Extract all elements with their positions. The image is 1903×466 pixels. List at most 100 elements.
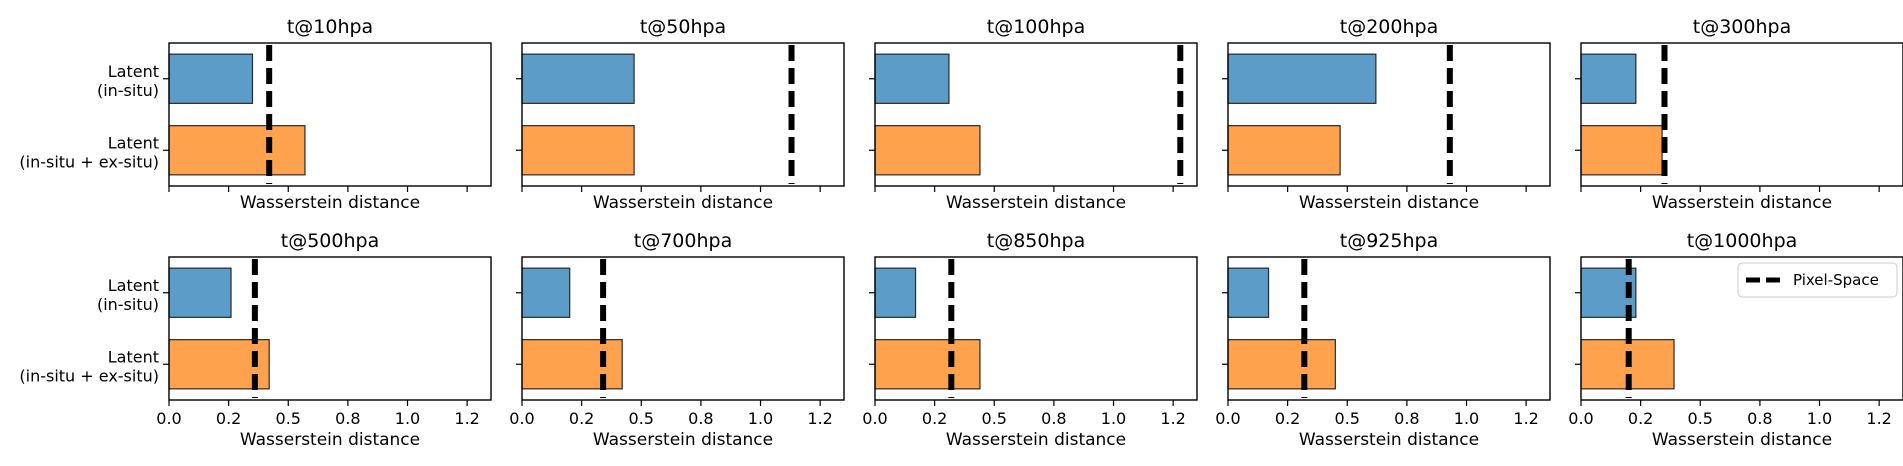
panel-title: t@500hpa — [281, 230, 379, 252]
panel-title: t@50hpa — [640, 16, 726, 38]
x-tick-label: 1.0 — [1101, 409, 1126, 428]
bar-in-situ — [521, 267, 571, 318]
axes-frame — [1580, 256, 1903, 401]
x-tick-label: 0.8 — [688, 409, 713, 428]
x-axis-label: Wasserstein distance — [946, 193, 1126, 213]
category-label-line: (in-situ) — [97, 81, 159, 100]
panel-title: t@200hpa — [1340, 16, 1438, 38]
bar-in-situ — [874, 267, 917, 318]
bar-in-situ — [1227, 53, 1377, 104]
legend-pixel-space-label: Pixel-Space — [1793, 271, 1879, 289]
panel-t-500hpa: t@500hpa 0.0 0.2 0.5 0.8 1.0 1.2 Wasserstein di… — [19, 230, 492, 450]
bar-in-situ-ex-situ — [521, 125, 635, 176]
panel-t-700hpa: t@700hpa 0.0 0.2 0.5 0.8 1.0 1.2 Wasserstein di… — [509, 230, 845, 450]
category-label: Latent (in-situ) — [97, 276, 159, 314]
axes-frame — [1227, 42, 1551, 187]
legend: Pixel-Space — [1737, 262, 1898, 298]
x-tick-label: 0.5 — [629, 409, 654, 428]
x-tick-label: 0.0 — [1568, 409, 1593, 428]
x-tick-label: 0.8 — [1041, 409, 1066, 428]
axes-frame — [168, 256, 492, 401]
x-tick-label: 0.0 — [156, 409, 181, 428]
category-label-line: (in-situ + ex-situ) — [19, 152, 159, 171]
x-tick-label: 0.8 — [1747, 409, 1772, 428]
x-tick-label: 0.0 — [1215, 409, 1240, 428]
panel-t-100hpa: t@100hpa Wasserstein distance — [869, 16, 1198, 213]
panel-t-1000hpa: t@1000hpa 0.0 0.2 0.5 0.8 1.0 1.2 Wasserstein d… — [1568, 230, 1903, 450]
x-tick-label: 0.0 — [862, 409, 887, 428]
x-tick-label: 0.2 — [922, 409, 947, 428]
x-tick-label: 1.2 — [807, 409, 832, 428]
bar-in-situ — [521, 53, 635, 104]
category-label-line: (in-situ) — [97, 295, 159, 314]
panel-title: t@10hpa — [287, 16, 373, 38]
x-tick-label: 1.2 — [1513, 409, 1538, 428]
panel-title: t@100hpa — [987, 16, 1085, 38]
x-tick-label: 0.2 — [569, 409, 594, 428]
x-tick-label: 0.0 — [509, 409, 534, 428]
panel-t-50hpa: t@50hpa Wasserstein distance — [516, 16, 845, 213]
bar-in-situ-ex-situ — [1227, 125, 1341, 176]
panel-title: t@850hpa — [987, 230, 1085, 252]
x-tick-label: 1.0 — [1807, 409, 1832, 428]
x-tick-label: 0.8 — [335, 409, 360, 428]
x-tick-label: 0.8 — [1394, 409, 1419, 428]
category-label-line: Latent — [108, 276, 159, 295]
bar-in-situ — [168, 53, 254, 104]
axes-frame — [521, 256, 845, 401]
bar-in-situ-ex-situ — [168, 125, 306, 176]
x-tick-label: 1.0 — [748, 409, 773, 428]
panel-title: t@300hpa — [1693, 16, 1791, 38]
x-axis-label: Wasserstein distance — [1652, 193, 1832, 213]
category-label: Latent (in-situ) — [97, 62, 159, 100]
panel-t-925hpa: t@925hpa 0.0 0.2 0.5 0.8 1.0 1.2 Wasserstein di… — [1215, 230, 1551, 450]
bar-in-situ-ex-situ — [1227, 339, 1336, 390]
x-tick-label: 1.2 — [1866, 409, 1891, 428]
x-tick-label: 1.0 — [1454, 409, 1479, 428]
x-axis-label: Wasserstein distance — [593, 193, 773, 213]
x-tick-label: 0.5 — [1335, 409, 1360, 428]
axes-frame — [1580, 42, 1903, 187]
x-axis-label: Wasserstein distance — [240, 430, 420, 450]
category-label: Latent (in-situ + ex-situ) — [19, 347, 159, 385]
category-label: Latent (in-situ + ex-situ) — [19, 133, 159, 171]
panel-t-300hpa: t@300hpa Wasserstein distance — [1575, 16, 1903, 213]
x-tick-label: 0.2 — [216, 409, 241, 428]
panel-t-850hpa: t@850hpa 0.0 0.2 0.5 0.8 1.0 1.2 Wasserstein di… — [862, 230, 1198, 450]
axes-frame — [874, 256, 1198, 401]
x-tick-label: 1.2 — [1160, 409, 1185, 428]
x-tick-label: 1.2 — [454, 409, 479, 428]
category-label-line: Latent — [108, 133, 159, 152]
x-tick-label: 0.5 — [276, 409, 301, 428]
panel-title: t@1000hpa — [1687, 230, 1798, 252]
category-label-line: (in-situ + ex-situ) — [19, 366, 159, 385]
legend-box — [1737, 262, 1898, 298]
bar-in-situ-ex-situ — [874, 339, 981, 390]
panel-t-200hpa: t@200hpa Wasserstein distance — [1222, 16, 1551, 213]
category-label-line: Latent — [108, 347, 159, 366]
x-tick-label: 1.0 — [395, 409, 420, 428]
x-tick-label: 0.5 — [1688, 409, 1713, 428]
x-axis-label: Wasserstein distance — [1299, 193, 1479, 213]
x-axis-label: Wasserstein distance — [240, 193, 420, 213]
axes-frame — [521, 42, 845, 187]
bar-in-situ — [1227, 267, 1270, 318]
axes-frame — [1227, 256, 1551, 401]
category-label-line: Latent — [108, 62, 159, 81]
panel-title: t@925hpa — [1340, 230, 1438, 252]
x-axis-label: Wasserstein distance — [946, 430, 1126, 450]
x-axis-label: Wasserstein distance — [593, 430, 773, 450]
x-tick-label: 0.5 — [982, 409, 1007, 428]
x-axis-label: Wasserstein distance — [1652, 430, 1832, 450]
bar-in-situ-ex-situ — [521, 339, 623, 390]
bar-in-situ-ex-situ — [1580, 125, 1663, 176]
bar-in-situ — [874, 53, 950, 104]
x-axis-label: Wasserstein distance — [1299, 430, 1479, 450]
axes-frame — [874, 42, 1198, 187]
x-tick-label: 0.2 — [1628, 409, 1653, 428]
x-tick-label: 0.2 — [1275, 409, 1300, 428]
axes-frame — [168, 42, 492, 187]
panel-title: t@700hpa — [634, 230, 732, 252]
